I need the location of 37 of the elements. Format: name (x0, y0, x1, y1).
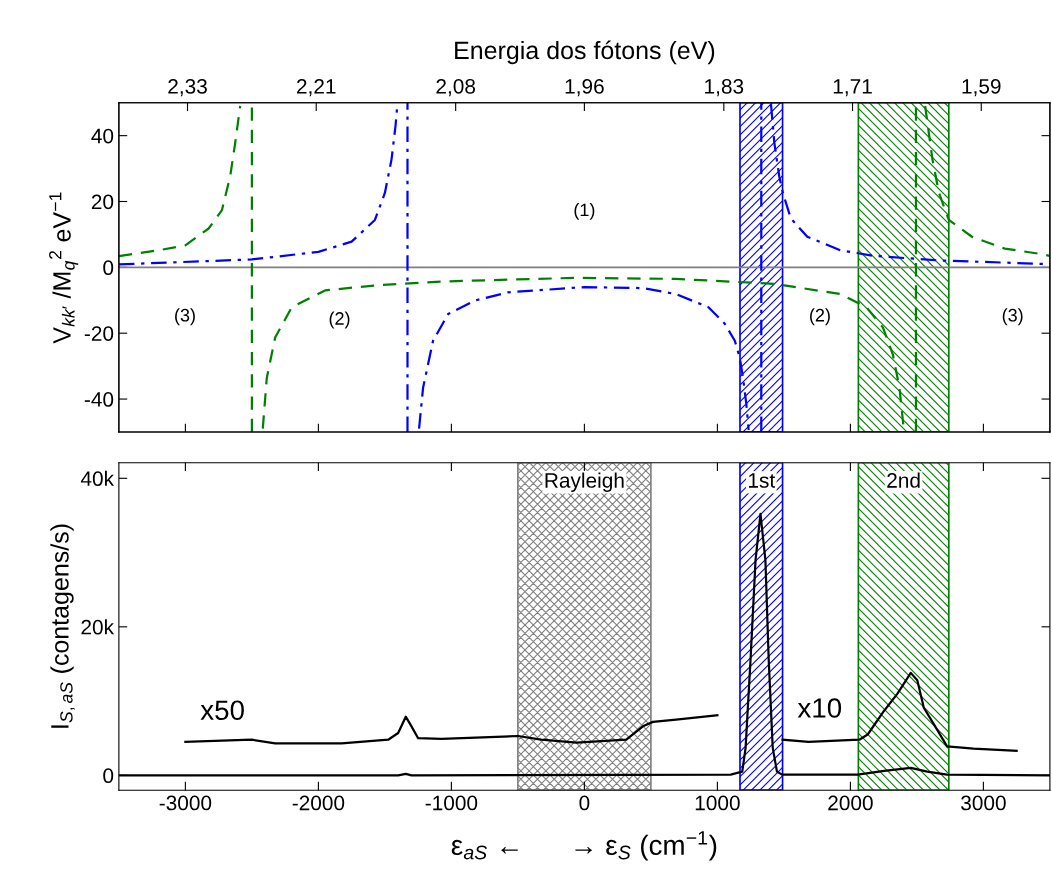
annotation: (2) (810, 308, 830, 326)
line-series (781, 671, 1018, 752)
annotation: (2) (329, 311, 350, 329)
series-label: x50 (200, 700, 244, 721)
series-label: x10 (797, 698, 842, 718)
x2-tick-label: 1,83 (705, 78, 744, 97)
x2-tick-label: 1,59 (962, 78, 1001, 97)
y-tick-label: 40k (80, 470, 115, 487)
x2-tick-label: 2,33 (168, 78, 207, 97)
band-label: 2nd (887, 472, 920, 488)
annotation: (1) (574, 202, 595, 220)
x-tick-label: -3000 (159, 795, 212, 811)
y-tick-label: 20 (91, 194, 114, 210)
x-tick-label: 2000 (828, 795, 873, 811)
x2-tick-label: 1,96 (565, 78, 604, 97)
x2-tick-label: 1,71 (833, 79, 872, 97)
x-tick-label: 1000 (695, 795, 740, 811)
x2-tick-label: 2,08 (436, 78, 476, 97)
band-label: Rayleigh (545, 472, 624, 492)
annotation: (3) (175, 308, 195, 326)
annotation: (3) (1002, 308, 1023, 326)
y-tick-label: -20 (84, 326, 114, 341)
band-label: 1st (748, 473, 776, 488)
y-axis-title: I$_{S,aS}$ (contagens/s) (50, 524, 75, 728)
y-tick-label: -40 (84, 392, 114, 407)
x-tick-label: -2000 (292, 795, 345, 811)
x-axis-title: ε$_{aS}$ ← → ε$_{S}$ (cm$^{−1}$) (451, 831, 717, 861)
x2-axis-title: Energia dos fótons (eV) (455, 40, 715, 65)
x-tick-label: 3000 (961, 795, 1006, 811)
x-tick-label: 0 (579, 795, 590, 811)
x-tick-label: -1000 (425, 795, 478, 811)
x2-tick-label: 2,21 (297, 78, 336, 97)
y-tick-label: 0 (103, 260, 114, 276)
y-tick-label: 40 (91, 128, 114, 144)
y-tick-label: 0 (103, 768, 114, 784)
y-tick-label: 20k (81, 619, 115, 635)
y-axis-title: V$_{kk′}$ /M$_{q}$$^{2}$ eV$^{−1}$ (49, 192, 79, 344)
